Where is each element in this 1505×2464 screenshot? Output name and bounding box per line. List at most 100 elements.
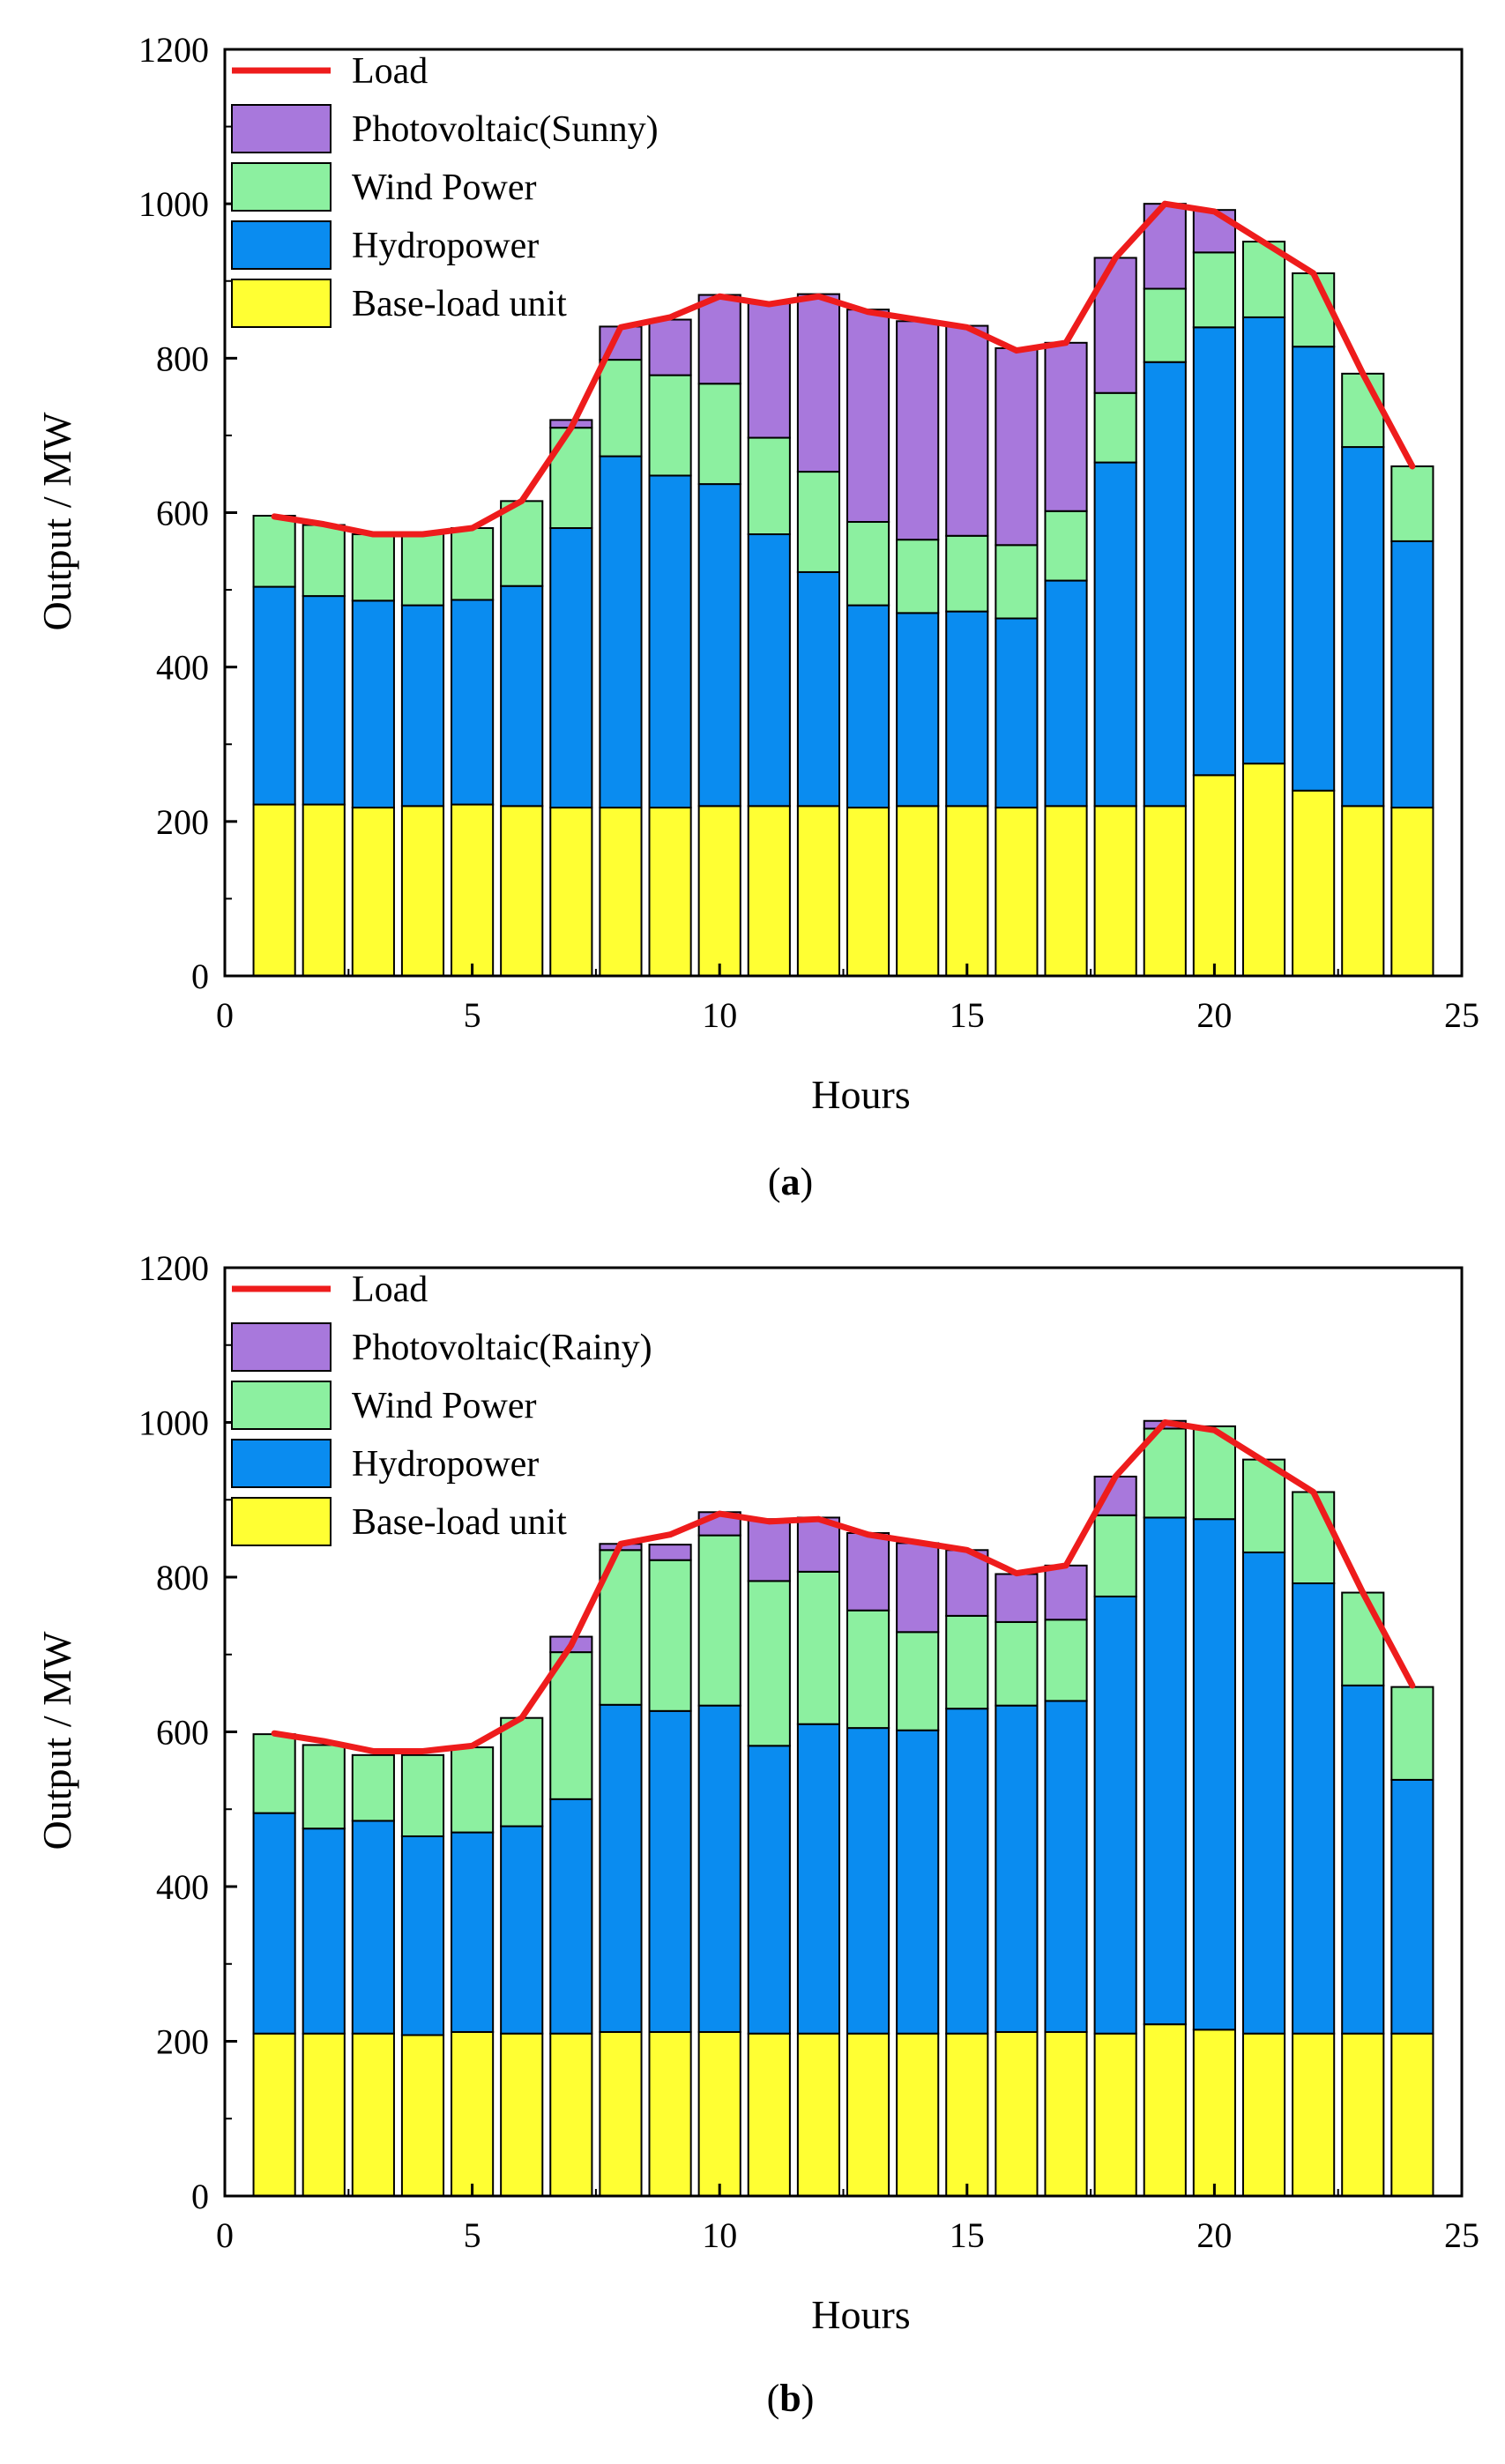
bar [945, 1614, 989, 1710]
bar [945, 1708, 989, 2035]
y-tick-label: 1200 [138, 1248, 209, 1288]
y-tick-label: 600 [156, 1713, 209, 1753]
bar [796, 1516, 841, 1573]
bar [549, 2032, 593, 2198]
legend-swatch [231, 1381, 332, 1430]
y-tick-label: 800 [156, 339, 209, 378]
legend-swatch [231, 1439, 332, 1488]
y-tick-label: 200 [156, 2022, 209, 2062]
bar [451, 599, 495, 806]
bar [1241, 763, 1286, 977]
y-tick-label: 800 [156, 1558, 209, 1597]
legend-label: Base-load unit [352, 284, 567, 324]
bar [1292, 1491, 1336, 1585]
y-tick-label: 200 [156, 802, 209, 842]
series-base-load-unit [252, 2023, 1434, 2198]
legend-swatch [231, 162, 332, 212]
bar [400, 1835, 445, 2036]
bar [1341, 372, 1385, 449]
legend-swatch [231, 1322, 332, 1372]
bar [846, 2032, 890, 2198]
bar [995, 1620, 1039, 1707]
bar [896, 1542, 940, 1634]
load-line [271, 200, 1416, 538]
series-photovoltaic-sunny [549, 203, 1236, 547]
x-tick-label: 10 [702, 2215, 737, 2255]
x-axis-title: Hours [811, 1072, 910, 1117]
bar [796, 1570, 841, 1725]
series-wind-power [252, 241, 1434, 620]
bar [451, 527, 495, 601]
bar [796, 1723, 841, 2035]
panel-caption: (b) [767, 2377, 815, 2420]
bar [747, 1745, 791, 2035]
bar [896, 320, 940, 541]
bar [451, 2030, 495, 2197]
bar [846, 807, 890, 978]
bar [995, 1573, 1039, 1623]
y-tick-label: 1000 [138, 184, 209, 224]
bar [747, 805, 791, 977]
bar [451, 1831, 495, 2033]
bar [747, 301, 791, 439]
bar [400, 1753, 445, 1837]
chart-panel-b: 0 5 10 15 20 25 0 200 400 600 800 1000 1200 Hours Outp… [34, 1248, 1479, 2420]
bar [648, 1559, 692, 1712]
bar [796, 570, 841, 808]
bar [599, 455, 643, 809]
bar [500, 1825, 544, 2035]
bar [846, 309, 890, 524]
legend-label: Photovoltaic(Sunny) [352, 109, 659, 150]
y-axis-title: Output / MW [34, 412, 79, 630]
bar [1143, 1427, 1187, 1519]
legend-swatch [231, 220, 332, 270]
bar [796, 2032, 841, 2198]
bar [1093, 1514, 1137, 1597]
legend-label: Photovoltaic(Rainy) [352, 1328, 652, 1368]
x-tick-label: 25 [1444, 995, 1479, 1035]
bar [1241, 2032, 1286, 2198]
legend-label-load: Load [352, 1269, 428, 1310]
bar [1241, 1458, 1286, 1553]
bar [500, 805, 544, 977]
bar [302, 1744, 346, 1830]
bar [302, 595, 346, 806]
series-base-load-unit [252, 763, 1434, 978]
bar [1192, 774, 1236, 977]
bar [896, 1631, 940, 1731]
bar [351, 807, 395, 978]
bar [1143, 361, 1187, 808]
legend-label: Wind Power [352, 167, 536, 208]
bar [747, 436, 791, 536]
bar [1241, 316, 1286, 765]
bar [1292, 346, 1336, 792]
bar [945, 805, 989, 977]
bar [747, 2032, 791, 2198]
bar [500, 2032, 544, 2198]
bar [648, 374, 692, 477]
bar [252, 803, 296, 977]
bar [846, 1727, 890, 2035]
x-tick-label: 5 [464, 2215, 481, 2255]
bar [302, 524, 346, 598]
bar [351, 1753, 395, 1822]
bar [945, 324, 989, 537]
bar [747, 1580, 791, 1747]
bar [1093, 391, 1137, 464]
bar [697, 805, 741, 977]
bar [302, 803, 346, 977]
bar [1192, 2029, 1236, 2197]
x-tick-label: 0 [216, 995, 234, 1035]
bar [500, 1716, 544, 1828]
bar [1292, 2032, 1336, 2198]
bar [896, 805, 940, 977]
bar [451, 803, 495, 977]
bar [995, 617, 1039, 809]
bar [747, 533, 791, 808]
bar [995, 1704, 1039, 2033]
x-tick-label: 25 [1444, 2215, 1479, 2255]
bar [1044, 1700, 1088, 2033]
bar [697, 1534, 741, 1707]
bar [1093, 1595, 1137, 2035]
bar [1292, 789, 1336, 977]
